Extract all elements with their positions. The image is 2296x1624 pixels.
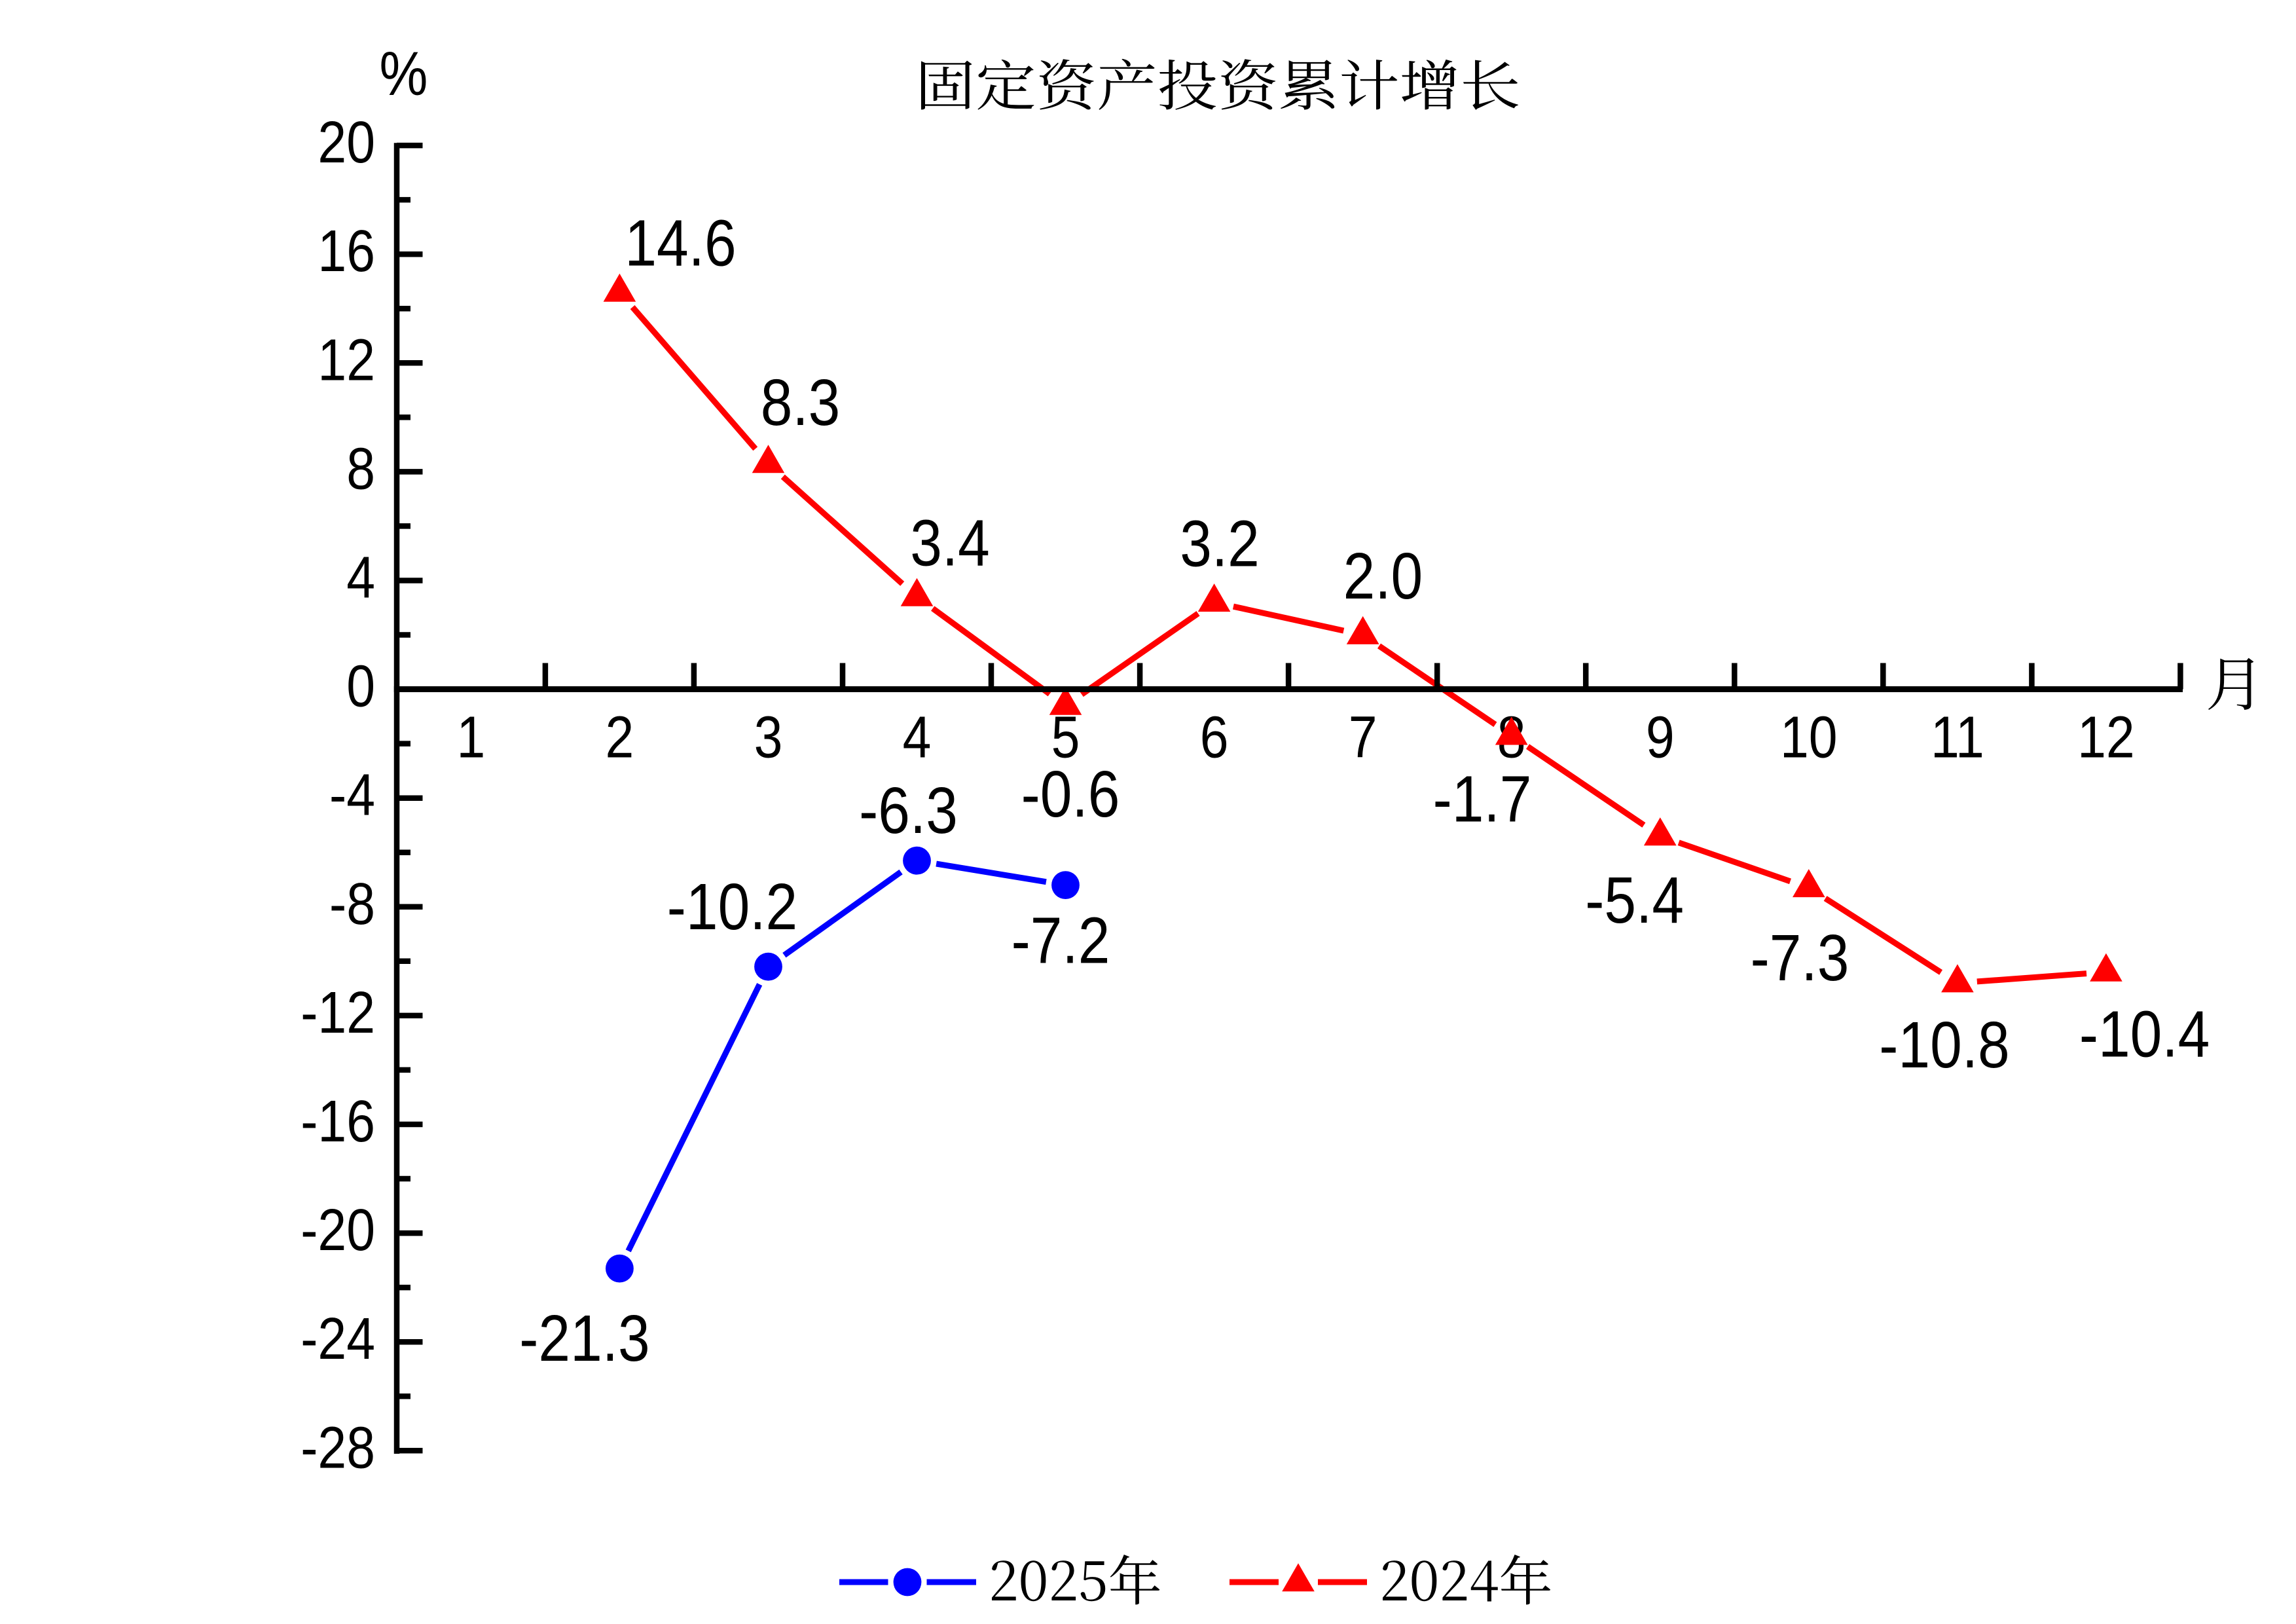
svg-text:3: 3 <box>754 704 783 770</box>
svg-text:-10.8: -10.8 <box>1879 1008 2009 1082</box>
svg-text:2.0: 2.0 <box>1343 540 1423 613</box>
svg-text:-4: -4 <box>329 762 375 828</box>
svg-text:3.4: 3.4 <box>910 506 990 580</box>
svg-text:-21.3: -21.3 <box>519 1301 649 1375</box>
svg-text:9: 9 <box>1646 704 1675 770</box>
svg-text:-10.2: -10.2 <box>667 870 797 943</box>
svg-text:-24: -24 <box>301 1305 375 1371</box>
svg-text:-10.4: -10.4 <box>2079 997 2210 1071</box>
svg-text:2: 2 <box>606 704 634 770</box>
svg-text:-0.6: -0.6 <box>1021 758 1120 831</box>
svg-text:11: 11 <box>1931 704 1984 770</box>
svg-text:-6.3: -6.3 <box>859 773 958 847</box>
svg-text:-8: -8 <box>329 870 375 936</box>
svg-text:8.3: 8.3 <box>761 365 841 439</box>
svg-text:%: % <box>380 39 428 108</box>
svg-text:16: 16 <box>318 217 375 284</box>
svg-text:10: 10 <box>1780 704 1838 770</box>
svg-text:12: 12 <box>2077 704 2135 770</box>
svg-text:1: 1 <box>457 704 486 770</box>
svg-text:3.2: 3.2 <box>1180 507 1260 580</box>
svg-text:7: 7 <box>1349 704 1377 770</box>
svg-text:14.6: 14.6 <box>625 206 736 280</box>
svg-text:4: 4 <box>346 544 375 610</box>
svg-text:-7.2: -7.2 <box>1011 904 1110 977</box>
svg-text:-20: -20 <box>301 1196 375 1263</box>
svg-text:-16: -16 <box>301 1088 375 1154</box>
svg-text:4: 4 <box>903 704 932 770</box>
svg-text:6: 6 <box>1200 704 1229 770</box>
svg-text:20: 20 <box>318 109 375 175</box>
svg-text:-12: -12 <box>301 979 375 1045</box>
svg-text:-7.3: -7.3 <box>1751 921 1850 994</box>
svg-text:8: 8 <box>346 435 375 501</box>
svg-text:0: 0 <box>346 653 375 719</box>
svg-text:12: 12 <box>318 326 375 392</box>
svg-text:-1.7: -1.7 <box>1433 762 1532 836</box>
svg-text:-28: -28 <box>301 1414 375 1480</box>
svg-text:-5.4: -5.4 <box>1585 864 1684 937</box>
